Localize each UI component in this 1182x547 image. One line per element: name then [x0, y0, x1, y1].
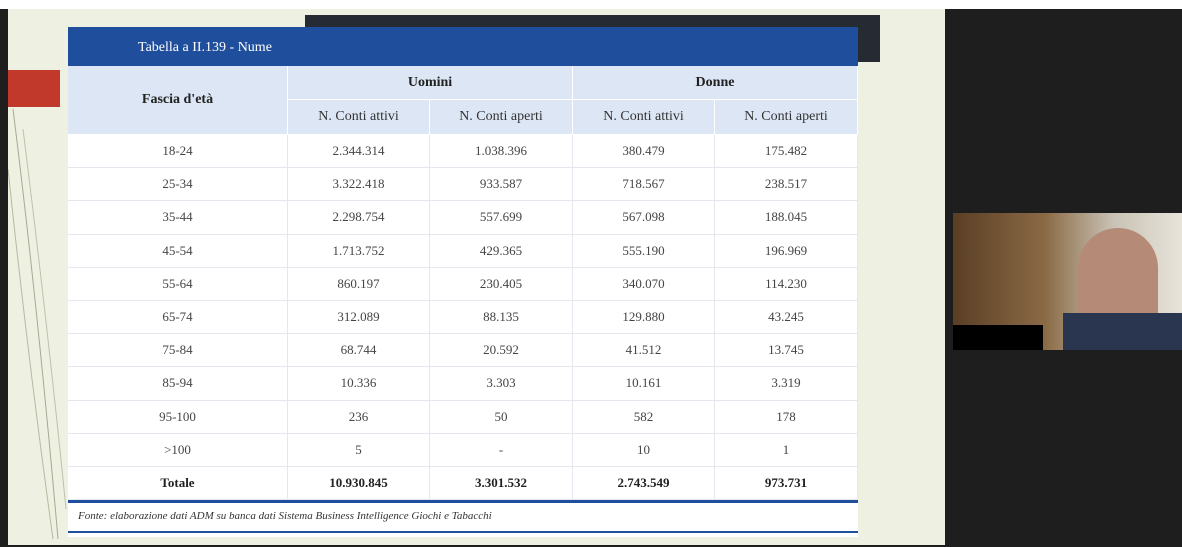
table-cell: 196.969	[715, 235, 858, 268]
total-cell: 2.743.549	[573, 467, 715, 500]
table-cell: 340.070	[573, 268, 715, 301]
column-header: N. Conti attivi	[288, 100, 430, 135]
source-note: Fonte: elaborazione dati ADM su banca da…	[78, 510, 848, 522]
table-cell: 188.045	[715, 201, 858, 234]
table-cell: 75-84	[68, 334, 288, 367]
table-cell: 312.089	[288, 301, 430, 334]
row-header: Fascia d'età	[68, 66, 288, 135]
table-cell: 10.336	[288, 367, 430, 400]
table-cell: 10.161	[573, 367, 715, 400]
table-cell: 3.303	[430, 367, 573, 400]
table-cell: 25-34	[68, 168, 288, 201]
table-title: Tabella a II.139 - Nume	[68, 27, 858, 66]
table-cell: 55-64	[68, 268, 288, 301]
webcam-shirt	[1063, 313, 1182, 350]
table-cell: 582	[573, 401, 715, 434]
name-mask	[953, 325, 1043, 350]
screen: Tabella a II.139 - NumeFascia d'etàUomin…	[0, 0, 1182, 547]
table-cell: 380.479	[573, 135, 715, 168]
column-header: N. Conti aperti	[715, 100, 858, 135]
table-cell: 13.745	[715, 334, 858, 367]
table-cell: 555.190	[573, 235, 715, 268]
table-cell: 95-100	[68, 401, 288, 434]
total-cell: Totale	[68, 467, 288, 500]
group-header: Donne	[573, 66, 858, 100]
table-cell: 557.699	[430, 201, 573, 234]
table-cell: 35-44	[68, 201, 288, 234]
table-cell: 10	[573, 434, 715, 467]
column-header: N. Conti attivi	[573, 100, 715, 135]
table-cell: 2.298.754	[288, 201, 430, 234]
table-cell: 718.567	[573, 168, 715, 201]
table-cell: 50	[430, 401, 573, 434]
table-cell: 129.880	[573, 301, 715, 334]
table-cell: 1.038.396	[430, 135, 573, 168]
table-cell: -	[430, 434, 573, 467]
top-border	[0, 0, 1182, 9]
rule	[68, 531, 858, 533]
webcam-video	[953, 213, 1182, 350]
table-cell: 18-24	[68, 135, 288, 168]
table-cell: 3.322.418	[288, 168, 430, 201]
table-cell: 3.319	[715, 367, 858, 400]
table-cell: 1	[715, 434, 858, 467]
table-cell: 88.135	[430, 301, 573, 334]
accent-bar	[8, 70, 60, 107]
table-cell: 236	[288, 401, 430, 434]
table-cell: 43.245	[715, 301, 858, 334]
table-cell: 230.405	[430, 268, 573, 301]
table-cell: 567.098	[573, 201, 715, 234]
column-header: N. Conti aperti	[430, 100, 573, 135]
table-cell: 1.713.752	[288, 235, 430, 268]
table-cell: 2.344.314	[288, 135, 430, 168]
table-cell: 41.512	[573, 334, 715, 367]
table-cell: 238.517	[715, 168, 858, 201]
group-header: Uomini	[288, 66, 573, 100]
table-cell: 5	[288, 434, 430, 467]
total-cell: 10.930.845	[288, 467, 430, 500]
table-cell: 45-54	[68, 235, 288, 268]
total-cell: 973.731	[715, 467, 858, 500]
table-cell: 114.230	[715, 268, 858, 301]
table-cell: 20.592	[430, 334, 573, 367]
table-cell: 860.197	[288, 268, 430, 301]
total-cell: 3.301.532	[430, 467, 573, 500]
table-cell: 429.365	[430, 235, 573, 268]
table-cell: 85-94	[68, 367, 288, 400]
rule	[68, 500, 858, 503]
table-cell: 933.587	[430, 168, 573, 201]
table-cell: 178	[715, 401, 858, 434]
table-cell: 68.744	[288, 334, 430, 367]
table-cell: 65-74	[68, 301, 288, 334]
decoration	[8, 109, 68, 539]
table-cell: >100	[68, 434, 288, 467]
table-cell: 175.482	[715, 135, 858, 168]
